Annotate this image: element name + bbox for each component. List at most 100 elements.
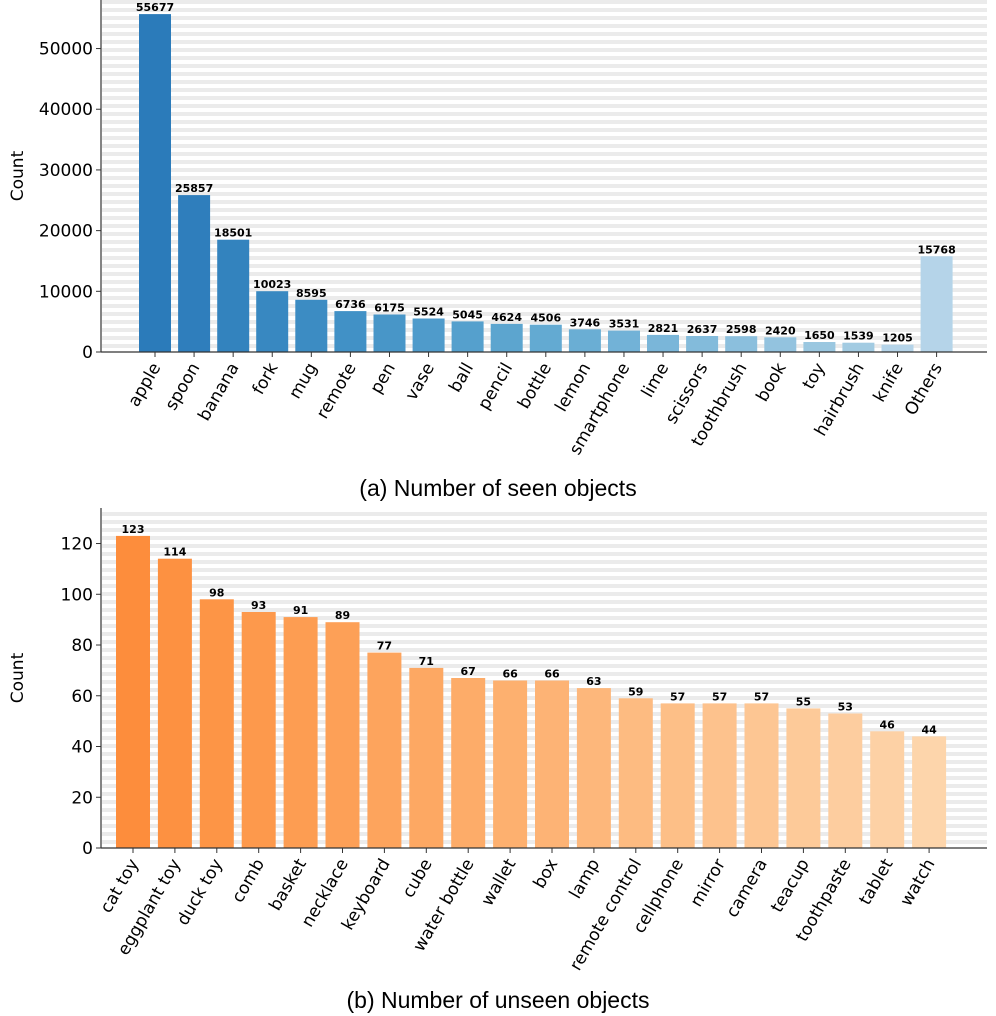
bar-value-label: 66 [502, 668, 518, 681]
bar-value-label: 2821 [648, 322, 679, 335]
figure-caption: (a) Number of seen objects [359, 475, 636, 501]
bar-value-label: 67 [461, 665, 476, 678]
bar-value-label: 10023 [253, 278, 291, 291]
bar-pen [373, 314, 406, 352]
bar-value-label: 3531 [609, 318, 640, 331]
x-tick-label: knife [870, 360, 908, 406]
y-tick-label: 0 [82, 839, 93, 859]
y-tick-label: 100 [61, 585, 93, 605]
x-tick-label: fork [249, 359, 283, 398]
bar-value-label: 55677 [136, 1, 174, 14]
chart-seen-objects: 55677 25857 18501 10023 8595 6736 6175 5524 5045… [8, 0, 987, 501]
bar-value-label: 53 [838, 701, 853, 714]
bar-duck-toy [199, 599, 234, 848]
bar-water-bottle [451, 678, 486, 848]
bar-value-label: 15768 [917, 243, 955, 256]
y-tick-label: 30000 [39, 161, 93, 181]
bar-value-label: 114 [163, 546, 186, 559]
bar-value-label: 123 [122, 523, 145, 536]
bar-camera [744, 703, 779, 848]
bar-scissors [686, 336, 719, 352]
bar-value-label: 66 [544, 668, 560, 681]
bar-apple [139, 14, 171, 352]
x-tick-label: box [530, 856, 563, 893]
bar-value-label: 18501 [214, 227, 252, 240]
x-tick-label: Others [901, 359, 947, 419]
x-tick-label: bottle [514, 360, 556, 413]
bar-watch [912, 736, 947, 848]
x-tick-label: book [753, 359, 791, 405]
bar-value-label: 8595 [296, 287, 327, 300]
x-tick-label: pen [366, 360, 399, 398]
x-tick-label: pencil [474, 360, 517, 414]
y-axis-title: Count [8, 652, 28, 703]
bar-value-label: 59 [628, 685, 643, 698]
bar-smartphone [608, 330, 640, 352]
bar-ball [451, 321, 484, 352]
bar-value-label: 1650 [804, 329, 835, 342]
bar-value-label: 63 [586, 675, 601, 688]
bar-value-label: 2420 [765, 324, 796, 337]
y-tick-label: 40 [71, 738, 93, 758]
y-tick-label: 0 [82, 343, 93, 363]
bar-value-label: 57 [754, 690, 769, 703]
bar-mirror [702, 703, 737, 848]
bar-value-label: 2598 [726, 323, 757, 336]
bar-tablet [870, 731, 905, 848]
bar-value-label: 5045 [452, 308, 483, 321]
bar-value-label: 25857 [175, 182, 213, 195]
bar-value-label: 57 [712, 690, 727, 703]
bar-book [764, 337, 797, 352]
bar-mug [295, 299, 328, 352]
x-tick-label: comb [228, 856, 269, 907]
bar-hairbrush [842, 342, 875, 352]
figure-caption: (b) Number of unseen objects [347, 987, 650, 1013]
bar-toothpaste [828, 713, 863, 848]
chart-unseen-objects: 123 114 98 93 91 89 77 71 67 66 66 63 59 57 57 57 55 53 46… [8, 508, 987, 1013]
bar-value-label: 91 [293, 604, 308, 617]
bar-cube [409, 667, 444, 848]
x-tick-label: lime [638, 360, 674, 402]
x-tick-label: cat toy [97, 856, 144, 917]
bar-remote [334, 311, 367, 352]
x-tick-label: teacup [767, 856, 814, 917]
bar-banana [217, 239, 250, 352]
bar-teacup [786, 708, 821, 848]
bar-knife [881, 344, 914, 352]
y-tick-label: 40000 [39, 100, 93, 120]
x-tick-label: camera [722, 856, 771, 922]
x-tick-label: mug [285, 360, 321, 403]
bar-value-label: 5524 [413, 306, 444, 319]
bar-vase [412, 318, 445, 352]
bar-value-label: 71 [419, 655, 434, 668]
bar-value-label: 89 [335, 609, 350, 622]
y-tick-label: 80 [71, 636, 93, 656]
bar-necklace [325, 622, 360, 848]
y-tick-label: 20 [71, 788, 93, 808]
bar-remote-control [618, 698, 653, 848]
x-tick-label: toy [799, 360, 830, 394]
x-tick-label: vase [402, 360, 439, 404]
bar-value-label: 2637 [687, 323, 718, 336]
bar-value-label: 4624 [491, 311, 522, 324]
y-tick-label: 60 [71, 687, 93, 707]
x-tick-label: watch [897, 856, 940, 910]
bar-lemon [568, 329, 601, 352]
bar-value-label: 1539 [843, 330, 874, 343]
bar-value-label: 6736 [335, 298, 366, 311]
bar-value-label: 1205 [882, 332, 913, 345]
y-tick-label: 50000 [39, 40, 93, 60]
bar-cellphone [660, 703, 695, 848]
bar-value-label: 98 [209, 586, 224, 599]
grid-lines [102, 0, 987, 348]
bar-value-label: 4506 [530, 312, 561, 325]
bar-bottle [529, 324, 562, 352]
x-tick-label: ball [445, 360, 478, 397]
bar-value-label: 77 [377, 640, 392, 653]
bar-value-label: 93 [251, 599, 266, 612]
y-tick-label: 10000 [39, 282, 93, 302]
bar-value-label: 46 [880, 718, 896, 731]
bar-spoon [178, 195, 211, 352]
x-tick-label: spoon [161, 360, 204, 414]
